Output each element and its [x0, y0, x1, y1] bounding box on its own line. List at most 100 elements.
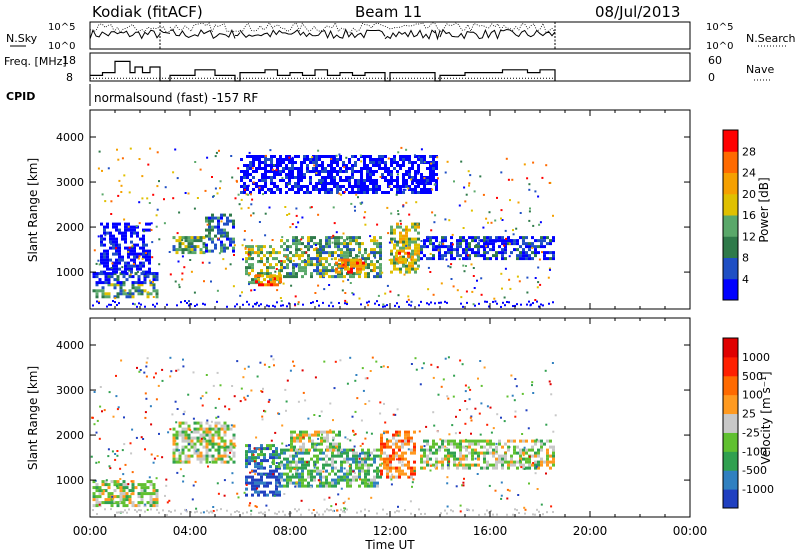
cell: [264, 191, 267, 194]
cell: [468, 466, 471, 470]
cell: [321, 182, 324, 185]
cell: [292, 457, 295, 461]
noise-cell: [262, 193, 264, 196]
cell: [243, 185, 246, 188]
cell: [453, 442, 456, 446]
ground-cell: [276, 301, 278, 304]
cell: [414, 228, 417, 232]
cell: [376, 472, 379, 476]
ground-cell: [226, 305, 228, 308]
cell: [279, 155, 282, 158]
cell: [393, 179, 396, 182]
noise-cell: [330, 301, 333, 304]
nsearch-label: N.Search: [746, 32, 796, 45]
cell: [393, 267, 396, 271]
ground-cell: [524, 512, 526, 515]
cell: [306, 167, 309, 170]
cell: [127, 264, 130, 268]
cell: [350, 258, 353, 262]
cell: [417, 258, 420, 262]
cell: [373, 269, 376, 273]
cell: [402, 243, 405, 247]
cell: [312, 161, 315, 164]
cell: [352, 478, 355, 482]
noise-cell: [98, 150, 101, 153]
cell: [328, 481, 331, 485]
cell: [134, 281, 138, 285]
cell: [283, 260, 286, 264]
ground-cell: [484, 513, 486, 516]
cell: [193, 236, 197, 240]
cell: [450, 451, 453, 455]
noise-cell: [335, 154, 338, 157]
noise-cell: [329, 429, 332, 432]
noise-cell: [528, 210, 531, 213]
noise-cell: [500, 272, 503, 275]
cell: [413, 451, 416, 455]
cell: [323, 430, 326, 434]
cell: [143, 281, 147, 285]
cell: [136, 243, 139, 247]
cell: [331, 266, 334, 270]
ground-cell: [206, 509, 208, 512]
noise-cell: [342, 263, 345, 266]
cell: [190, 245, 194, 249]
cell: [370, 463, 373, 467]
noise-cell: [528, 219, 531, 222]
cell: [122, 489, 126, 493]
cell: [513, 239, 516, 243]
cell: [248, 447, 251, 451]
cell: [301, 242, 304, 246]
cell: [125, 492, 129, 496]
cell: [489, 242, 492, 246]
cell: [229, 442, 233, 446]
cell: [290, 436, 293, 440]
cell: [145, 258, 148, 262]
noise-cell: [107, 167, 110, 170]
noise-cell: [464, 384, 467, 387]
cell: [142, 261, 145, 265]
cell: [267, 283, 270, 287]
noise-cell: [358, 255, 360, 258]
cell: [399, 167, 402, 170]
cell: [257, 260, 260, 264]
noise-cell: [219, 180, 222, 183]
cell: [226, 246, 229, 250]
cell: [249, 191, 252, 194]
cell: [285, 164, 288, 167]
noise-cell: [439, 438, 442, 441]
noise-cell: [469, 174, 472, 177]
cell: [399, 231, 402, 235]
cell: [145, 249, 148, 253]
cell: [217, 231, 220, 235]
cell: [459, 463, 462, 467]
cell: [245, 487, 248, 491]
ground-cell: [536, 508, 538, 511]
cell: [522, 457, 525, 461]
cell: [196, 457, 200, 461]
noise-cell: [407, 295, 410, 298]
cell: [426, 167, 429, 170]
ground-cell: [300, 513, 302, 516]
noise-cell: [236, 360, 239, 363]
cell: [307, 481, 310, 485]
cell: [178, 245, 182, 249]
cell: [398, 257, 401, 261]
cell: [372, 164, 375, 167]
cell: [328, 242, 331, 246]
cell: [471, 442, 474, 446]
cell: [380, 442, 383, 446]
cell: [510, 463, 513, 467]
cell: [325, 266, 328, 270]
cell: [283, 457, 286, 461]
cell: [338, 442, 341, 446]
noise-cell: [501, 287, 503, 290]
cell: [333, 167, 336, 170]
noise-cell: [244, 248, 247, 250]
cell: [417, 246, 420, 250]
cell: [358, 472, 361, 476]
cell: [335, 267, 338, 271]
noise-cell: [367, 304, 370, 307]
cell: [369, 182, 372, 185]
cell: [417, 158, 420, 161]
